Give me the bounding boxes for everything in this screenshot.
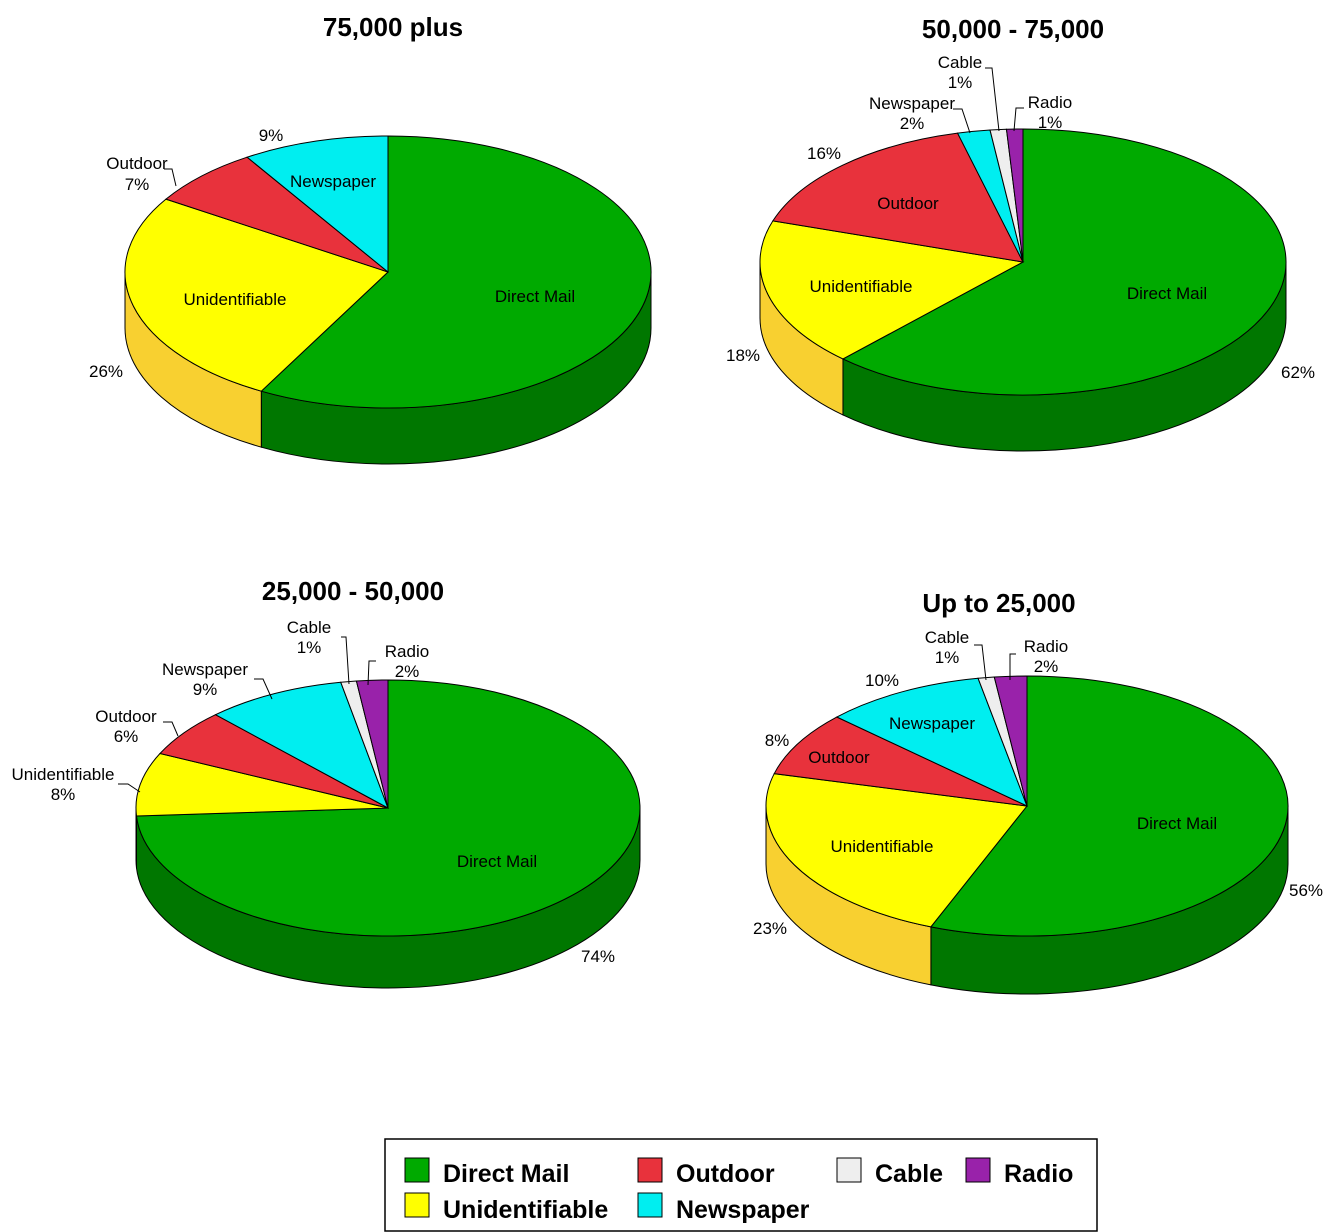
slice-pct-label-unidentifiable: 26% xyxy=(89,362,123,381)
legend-label-cable: Cable xyxy=(875,1160,943,1188)
leader-line-cable xyxy=(341,636,350,685)
legend-box xyxy=(384,1138,1098,1232)
slice-pct-label-direct-mail: 56% xyxy=(1289,881,1323,900)
legend: Direct Mail Outdoor Cable Radio Unidenti… xyxy=(384,1138,1098,1232)
slice-name-label-outdoor: Outdoor xyxy=(877,194,939,213)
slice-name-label-outdoor: Outdoor xyxy=(95,707,157,726)
slice-pct-label-newspaper: 2% xyxy=(900,114,925,133)
slice-name-label-radio: Radio xyxy=(385,642,429,661)
slice-name-label-newspaper: Newspaper xyxy=(869,94,955,113)
leader-line-outdoor xyxy=(163,721,179,737)
legend-swatch-newspaper xyxy=(637,1192,663,1218)
slice-name-label-newspaper: Newspaper xyxy=(162,660,248,679)
slice-name-label-direct-mail: Direct Mail xyxy=(1127,284,1207,303)
pie-slice-unidentifiable xyxy=(765,773,1028,928)
slice-pct-label-cable: 1% xyxy=(935,648,960,667)
legend-label-outdoor: Outdoor xyxy=(676,1160,775,1188)
legend-swatch-direct-mail xyxy=(404,1157,430,1183)
pie-slice-unidentifiable xyxy=(124,198,389,392)
slice-name-label-cable: Cable xyxy=(925,628,969,647)
pie-slice-newspaper xyxy=(214,681,389,810)
chart-title-2: 50,000 - 75,000 xyxy=(922,14,1104,44)
legend-label-direct-mail: Direct Mail xyxy=(443,1160,569,1188)
legend-label-newspaper: Newspaper xyxy=(676,1196,810,1224)
pie-slice-direct-mail xyxy=(841,128,1287,396)
legend-swatch-cable xyxy=(836,1157,862,1183)
pie-slice-newspaper xyxy=(246,135,389,274)
slice-pct-label-outdoor: 8% xyxy=(765,731,790,750)
chart-title-4: Up to 25,000 xyxy=(922,588,1075,618)
slice-name-label-direct-mail: Direct Mail xyxy=(495,287,575,306)
pie-slice-radio xyxy=(993,675,1028,807)
pie-chart-2: Direct Mail 62% Unidentifiable 18% Outdoor 16… xyxy=(726,53,1315,452)
slice-name-label-newspaper: Newspaper xyxy=(290,172,376,191)
legend-swatch-unidentifiable xyxy=(404,1192,430,1218)
slice-pct-label-cable: 1% xyxy=(297,638,322,657)
slice-pct-label-outdoor: 6% xyxy=(114,727,139,746)
slice-pct-label-radio: 2% xyxy=(1034,657,1059,676)
leader-line-radio xyxy=(1009,653,1016,680)
slice-name-label-radio: Radio xyxy=(1024,637,1068,656)
legend-label-unidentifiable: Unidentifiable xyxy=(443,1196,608,1224)
pie-slice-direct-mail xyxy=(930,675,1289,937)
pie-chart-4: Direct Mail 56% Unidentifiable 23% Outdoor 8%… xyxy=(753,628,1323,995)
slice-name-label-unidentifiable: Unidentifiable xyxy=(11,765,114,784)
slice-pct-label-unidentifiable: 18% xyxy=(726,346,760,365)
leader-line-radio xyxy=(367,660,376,686)
pie-slice-direct-mail xyxy=(260,135,652,409)
slice-name-label-unidentifiable: Unidentifiable xyxy=(809,277,912,296)
slice-pct-label-newspaper: 9% xyxy=(193,680,218,699)
slice-name-label-direct-mail: Direct Mail xyxy=(1137,814,1217,833)
pie-slice-outdoor xyxy=(772,132,1024,263)
pie-slice-unidentifiable xyxy=(759,220,1025,360)
slice-pct-label-outdoor: 16% xyxy=(807,144,841,163)
legend-swatch-outdoor xyxy=(637,1157,663,1183)
pie-slice-outdoor xyxy=(164,156,389,273)
slice-name-label-unidentifiable: Unidentifiable xyxy=(183,290,286,309)
slice-pct-label-newspaper: 9% xyxy=(259,126,284,145)
legend-label-radio: Radio xyxy=(1004,1160,1073,1188)
pies-layer: Direct Mail Unidentifiable 26% Outdoor 7% New… xyxy=(11,53,1323,995)
leader-line-outdoor xyxy=(164,168,177,187)
slice-name-label-outdoor: Outdoor xyxy=(106,154,168,173)
slice-pct-label-outdoor: 7% xyxy=(125,175,150,194)
slice-name-label-outdoor: Outdoor xyxy=(808,748,870,767)
slice-pct-label-radio: 1% xyxy=(1038,113,1063,132)
chart-title-1: 75,000 plus xyxy=(323,12,463,42)
pie-slice-radio xyxy=(1005,128,1024,263)
slice-name-label-cable: Cable xyxy=(287,618,331,637)
pie-slice-outdoor xyxy=(773,716,1028,807)
slice-name-label-newspaper: Newspaper xyxy=(889,714,975,733)
chart-title-3: 25,000 - 50,000 xyxy=(262,576,444,606)
legend-swatch-radio xyxy=(965,1157,991,1183)
leader-line-newspaper xyxy=(953,108,971,134)
slice-pct-label-unidentifiable: 23% xyxy=(753,919,787,938)
slice-pct-label-newspaper: 10% xyxy=(865,671,899,690)
leader-line-newspaper xyxy=(254,678,273,700)
slice-name-label-unidentifiable: Unidentifiable xyxy=(830,837,933,856)
slice-pct-label-unidentifiable: 8% xyxy=(51,785,76,804)
leader-line-unidentifiable xyxy=(118,783,141,793)
leader-line-radio xyxy=(1013,107,1024,132)
slice-name-label-cable: Cable xyxy=(938,53,982,72)
slice-name-label-radio: Radio xyxy=(1028,93,1072,112)
pie-chart-1: Direct Mail Unidentifiable 26% Outdoor 7% New… xyxy=(89,126,652,465)
pie-slice-radio xyxy=(355,679,389,809)
pie-slice-newspaper xyxy=(835,677,1028,807)
slice-pct-label-radio: 2% xyxy=(395,662,420,681)
slice-pct-label-cable: 1% xyxy=(948,73,973,92)
slice-pct-label-direct-mail: 74% xyxy=(581,947,615,966)
slice-name-label-direct-mail: Direct Mail xyxy=(457,852,537,871)
leader-line-cable xyxy=(985,67,1000,132)
slice-pct-label-direct-mail: 62% xyxy=(1281,363,1315,382)
leader-line-cable xyxy=(974,644,987,681)
pie-slice-unidentifiable xyxy=(135,752,389,817)
